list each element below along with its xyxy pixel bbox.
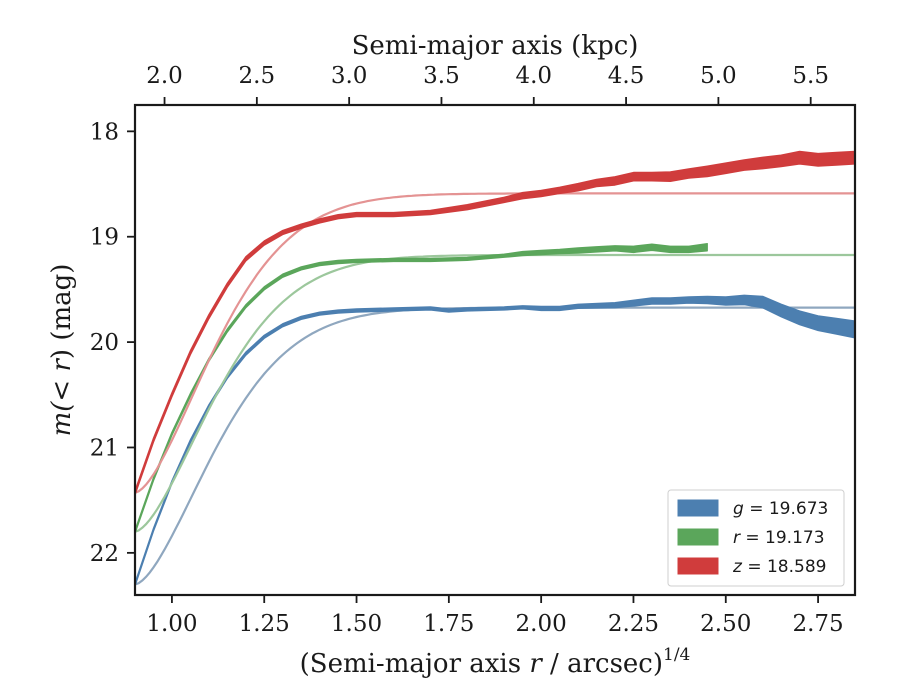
band-g xyxy=(135,294,855,587)
y-tick-label: 18 xyxy=(90,119,119,145)
legend: g = 19.673 r = 19.173 z = 18.589 xyxy=(667,489,845,587)
x2-tick-label: 2.5 xyxy=(239,63,276,89)
y-axis: 18 19 20 21 22 xyxy=(90,119,135,567)
x-axis-top: 2.0 2.5 3.0 3.5 4.0 4.5 5.0 5.5 xyxy=(146,63,829,105)
band-z xyxy=(135,150,855,496)
legend-swatch-z xyxy=(677,557,719,575)
series-layer xyxy=(135,150,855,587)
y-axis-title: m(< r) (mag) xyxy=(47,264,77,437)
x-tick-label: 2.25 xyxy=(608,611,659,637)
x-tick-label: 2.50 xyxy=(700,611,751,637)
y-tick-label: 19 xyxy=(90,225,119,251)
x-tick-label: 1.50 xyxy=(331,611,382,637)
x-tick-label: 2.00 xyxy=(516,611,567,637)
x2-tick-label: 5.5 xyxy=(792,63,829,89)
x2-axis-title: Semi-major axis (kpc) xyxy=(352,31,639,61)
x-tick-label: 1.00 xyxy=(146,611,197,637)
x2-tick-label: 5.0 xyxy=(700,63,737,89)
model-curve-z xyxy=(135,192,855,494)
legend-swatch-r xyxy=(677,528,719,546)
x-tick-label: 1.25 xyxy=(239,611,290,637)
x2-tick-label: 3.0 xyxy=(331,63,368,89)
legend-label-r: r = 19.173 xyxy=(733,528,825,548)
x2-tick-label: 4.5 xyxy=(608,63,645,89)
y-tick-label: 20 xyxy=(90,330,119,356)
legend-label-z: z = 18.589 xyxy=(732,557,826,577)
x2-tick-label: 4.0 xyxy=(515,63,552,89)
y-tick-label: 22 xyxy=(90,541,119,567)
x-axis-bottom: 1.00 1.25 1.50 1.75 2.00 2.25 2.50 2.75 xyxy=(146,595,844,637)
x2-tick-label: 3.5 xyxy=(423,63,460,89)
x-axis-title: (Semi-major axis r / arcsec)1/4 xyxy=(300,645,691,679)
y-tick-label: 21 xyxy=(90,435,119,461)
x-tick-label: 1.75 xyxy=(423,611,474,637)
band-r xyxy=(135,243,708,534)
x-tick-label: 2.75 xyxy=(792,611,843,637)
legend-label-g: g = 19.673 xyxy=(733,499,828,519)
legend-swatch-g xyxy=(677,499,719,517)
plot-frame xyxy=(133,103,857,597)
x2-tick-label: 2.0 xyxy=(146,63,183,89)
